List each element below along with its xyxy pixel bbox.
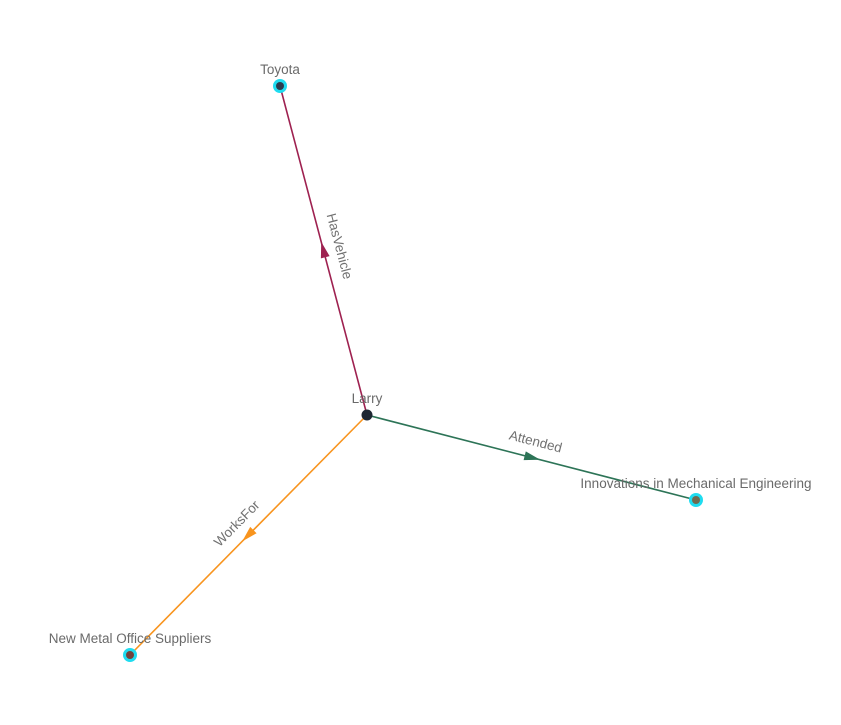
node-label-innovations-in-mechanical-engineering: Innovations in Mechanical Engineering — [580, 476, 811, 491]
node-label-toyota: Toyota — [260, 62, 300, 77]
node-dot-innovations-in-mechanical-engineering[interactable] — [692, 496, 700, 504]
node-dot-toyota[interactable] — [276, 82, 284, 90]
edge-layer: HasVehicle Attended WorksFor — [129, 85, 697, 656]
node-dot-new-metal-office-suppliers[interactable] — [126, 651, 134, 659]
edge-label-attended: Attended — [508, 428, 564, 456]
node-new-metal-office-suppliers: New Metal Office Suppliers — [49, 631, 212, 662]
edge-arrowhead-attended — [523, 451, 541, 461]
edge-arrowhead-has-vehicle — [320, 241, 330, 259]
edge-has-vehicle: HasVehicle — [279, 85, 368, 416]
node-label-larry: Larry — [352, 391, 383, 406]
node-toyota: Toyota — [260, 62, 300, 93]
node-label-new-metal-office-suppliers: New Metal Office Suppliers — [49, 631, 212, 646]
node-layer: Toyota Larry Innovations in Mechanical Eng… — [49, 62, 812, 662]
node-dot-larry[interactable] — [361, 409, 373, 421]
edge-arrowhead-works-for — [242, 526, 257, 542]
edge-label-works-for: WorksFor — [211, 497, 263, 549]
edge-works-for: WorksFor — [129, 414, 368, 656]
node-larry: Larry — [352, 391, 383, 421]
node-innovations-in-mechanical-engineering: Innovations in Mechanical Engineering — [580, 476, 812, 507]
